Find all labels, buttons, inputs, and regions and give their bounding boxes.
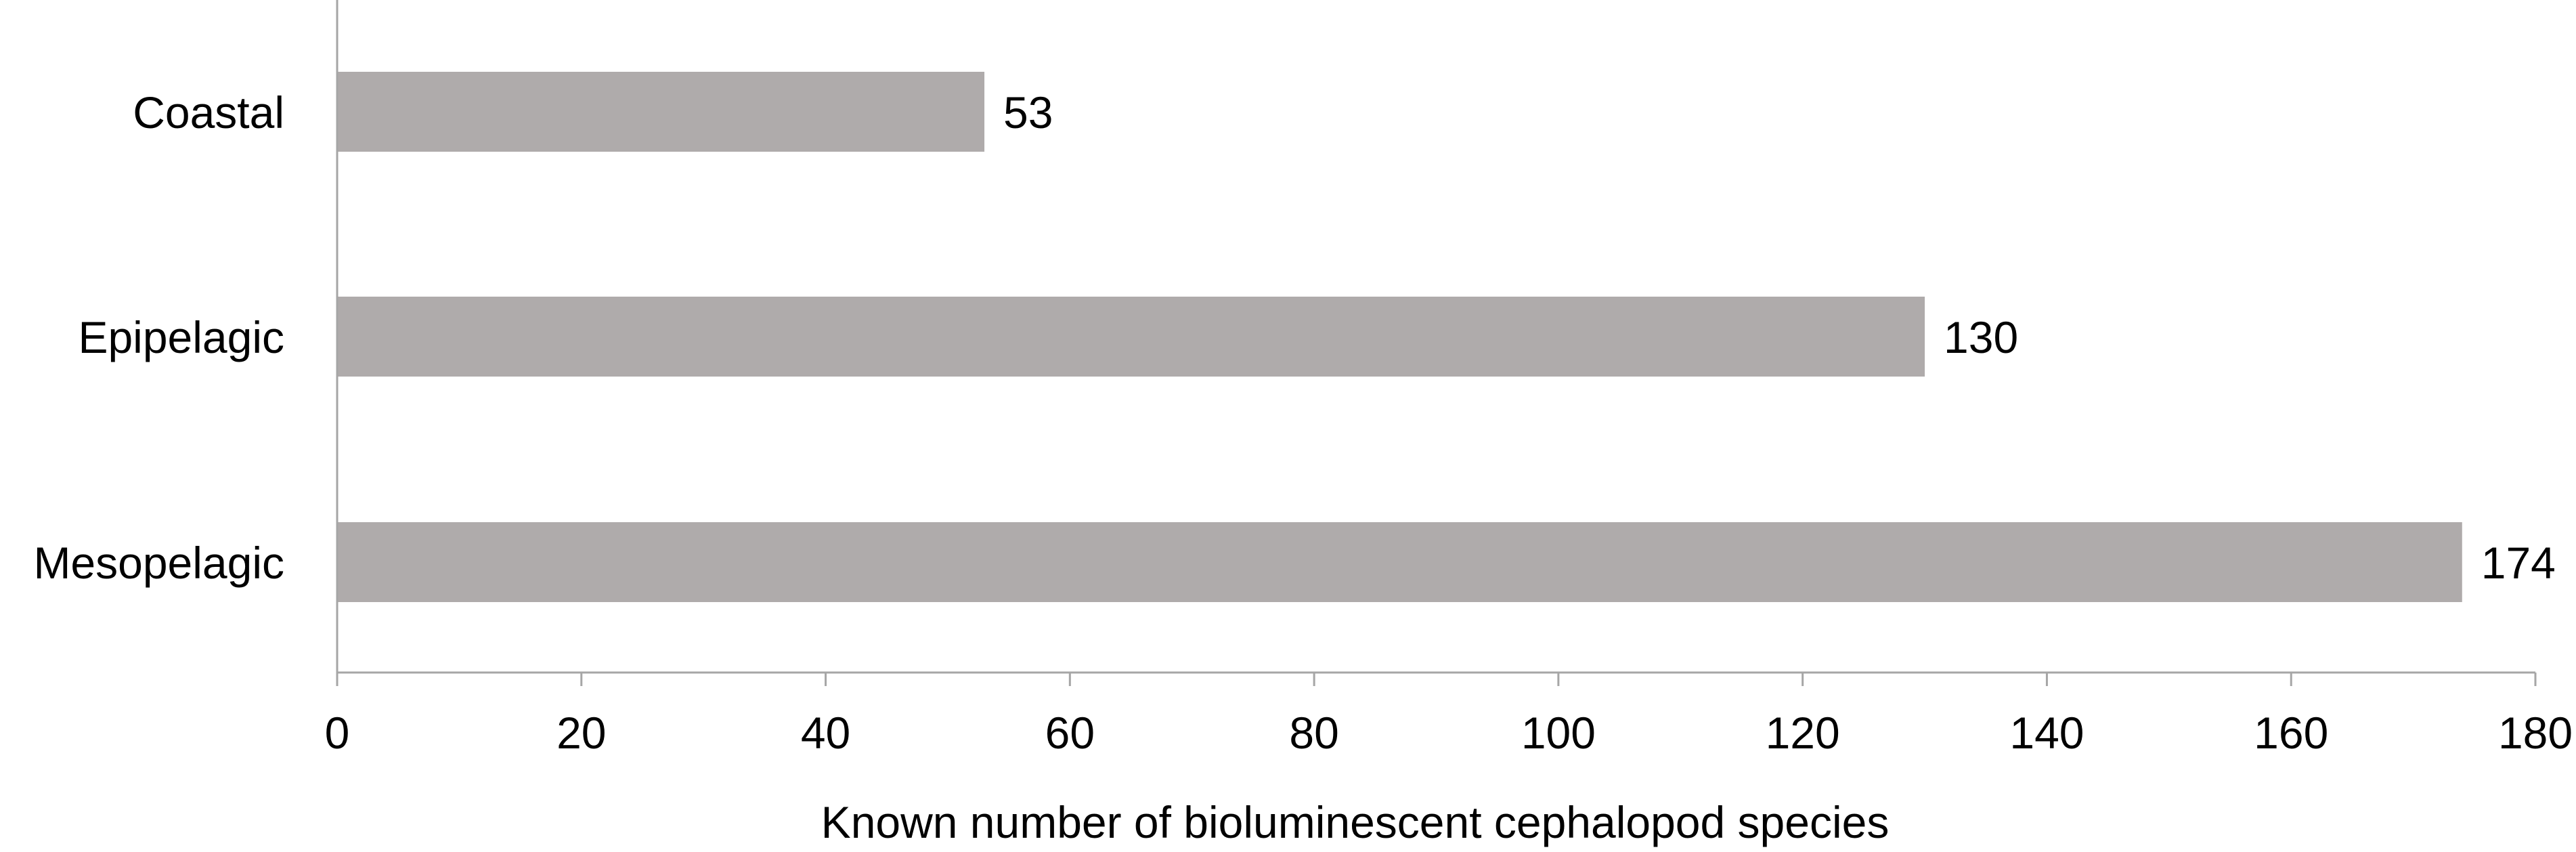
category-label-epipelagic: Epipelagic: [78, 312, 284, 362]
x-tick-label: 20: [556, 708, 606, 758]
x-axis-title: Known number of bioluminescent cephalopo…: [821, 797, 1890, 847]
bar-coastal: [337, 72, 985, 152]
x-tick-label: 140: [2009, 708, 2084, 758]
bar-epipelagic: [337, 297, 1925, 377]
axes-group: [336, 0, 2537, 686]
data-label-epipelagic: 130: [1944, 312, 2018, 362]
x-tick-label: 120: [1766, 708, 1840, 758]
labels-group: Coastal 53 Epipelagic 130 Mesopelagic 174 0 20 4…: [33, 87, 2573, 758]
bars-group: [337, 72, 2462, 602]
x-tick-label: 40: [801, 708, 850, 758]
category-label-coastal: Coastal: [133, 87, 284, 137]
x-tick-label: 100: [1521, 708, 1596, 758]
data-label-mesopelagic: 174: [2481, 538, 2556, 588]
bar-mesopelagic: [337, 522, 2462, 602]
x-tick-label: 60: [1045, 708, 1095, 758]
category-label-mesopelagic: Mesopelagic: [33, 538, 284, 588]
data-label-coastal: 53: [1003, 87, 1053, 137]
x-tick-label: 160: [2254, 708, 2328, 758]
x-tick-label: 0: [325, 708, 350, 758]
x-tick-label: 180: [2498, 708, 2573, 758]
x-tick-label: 80: [1289, 708, 1338, 758]
